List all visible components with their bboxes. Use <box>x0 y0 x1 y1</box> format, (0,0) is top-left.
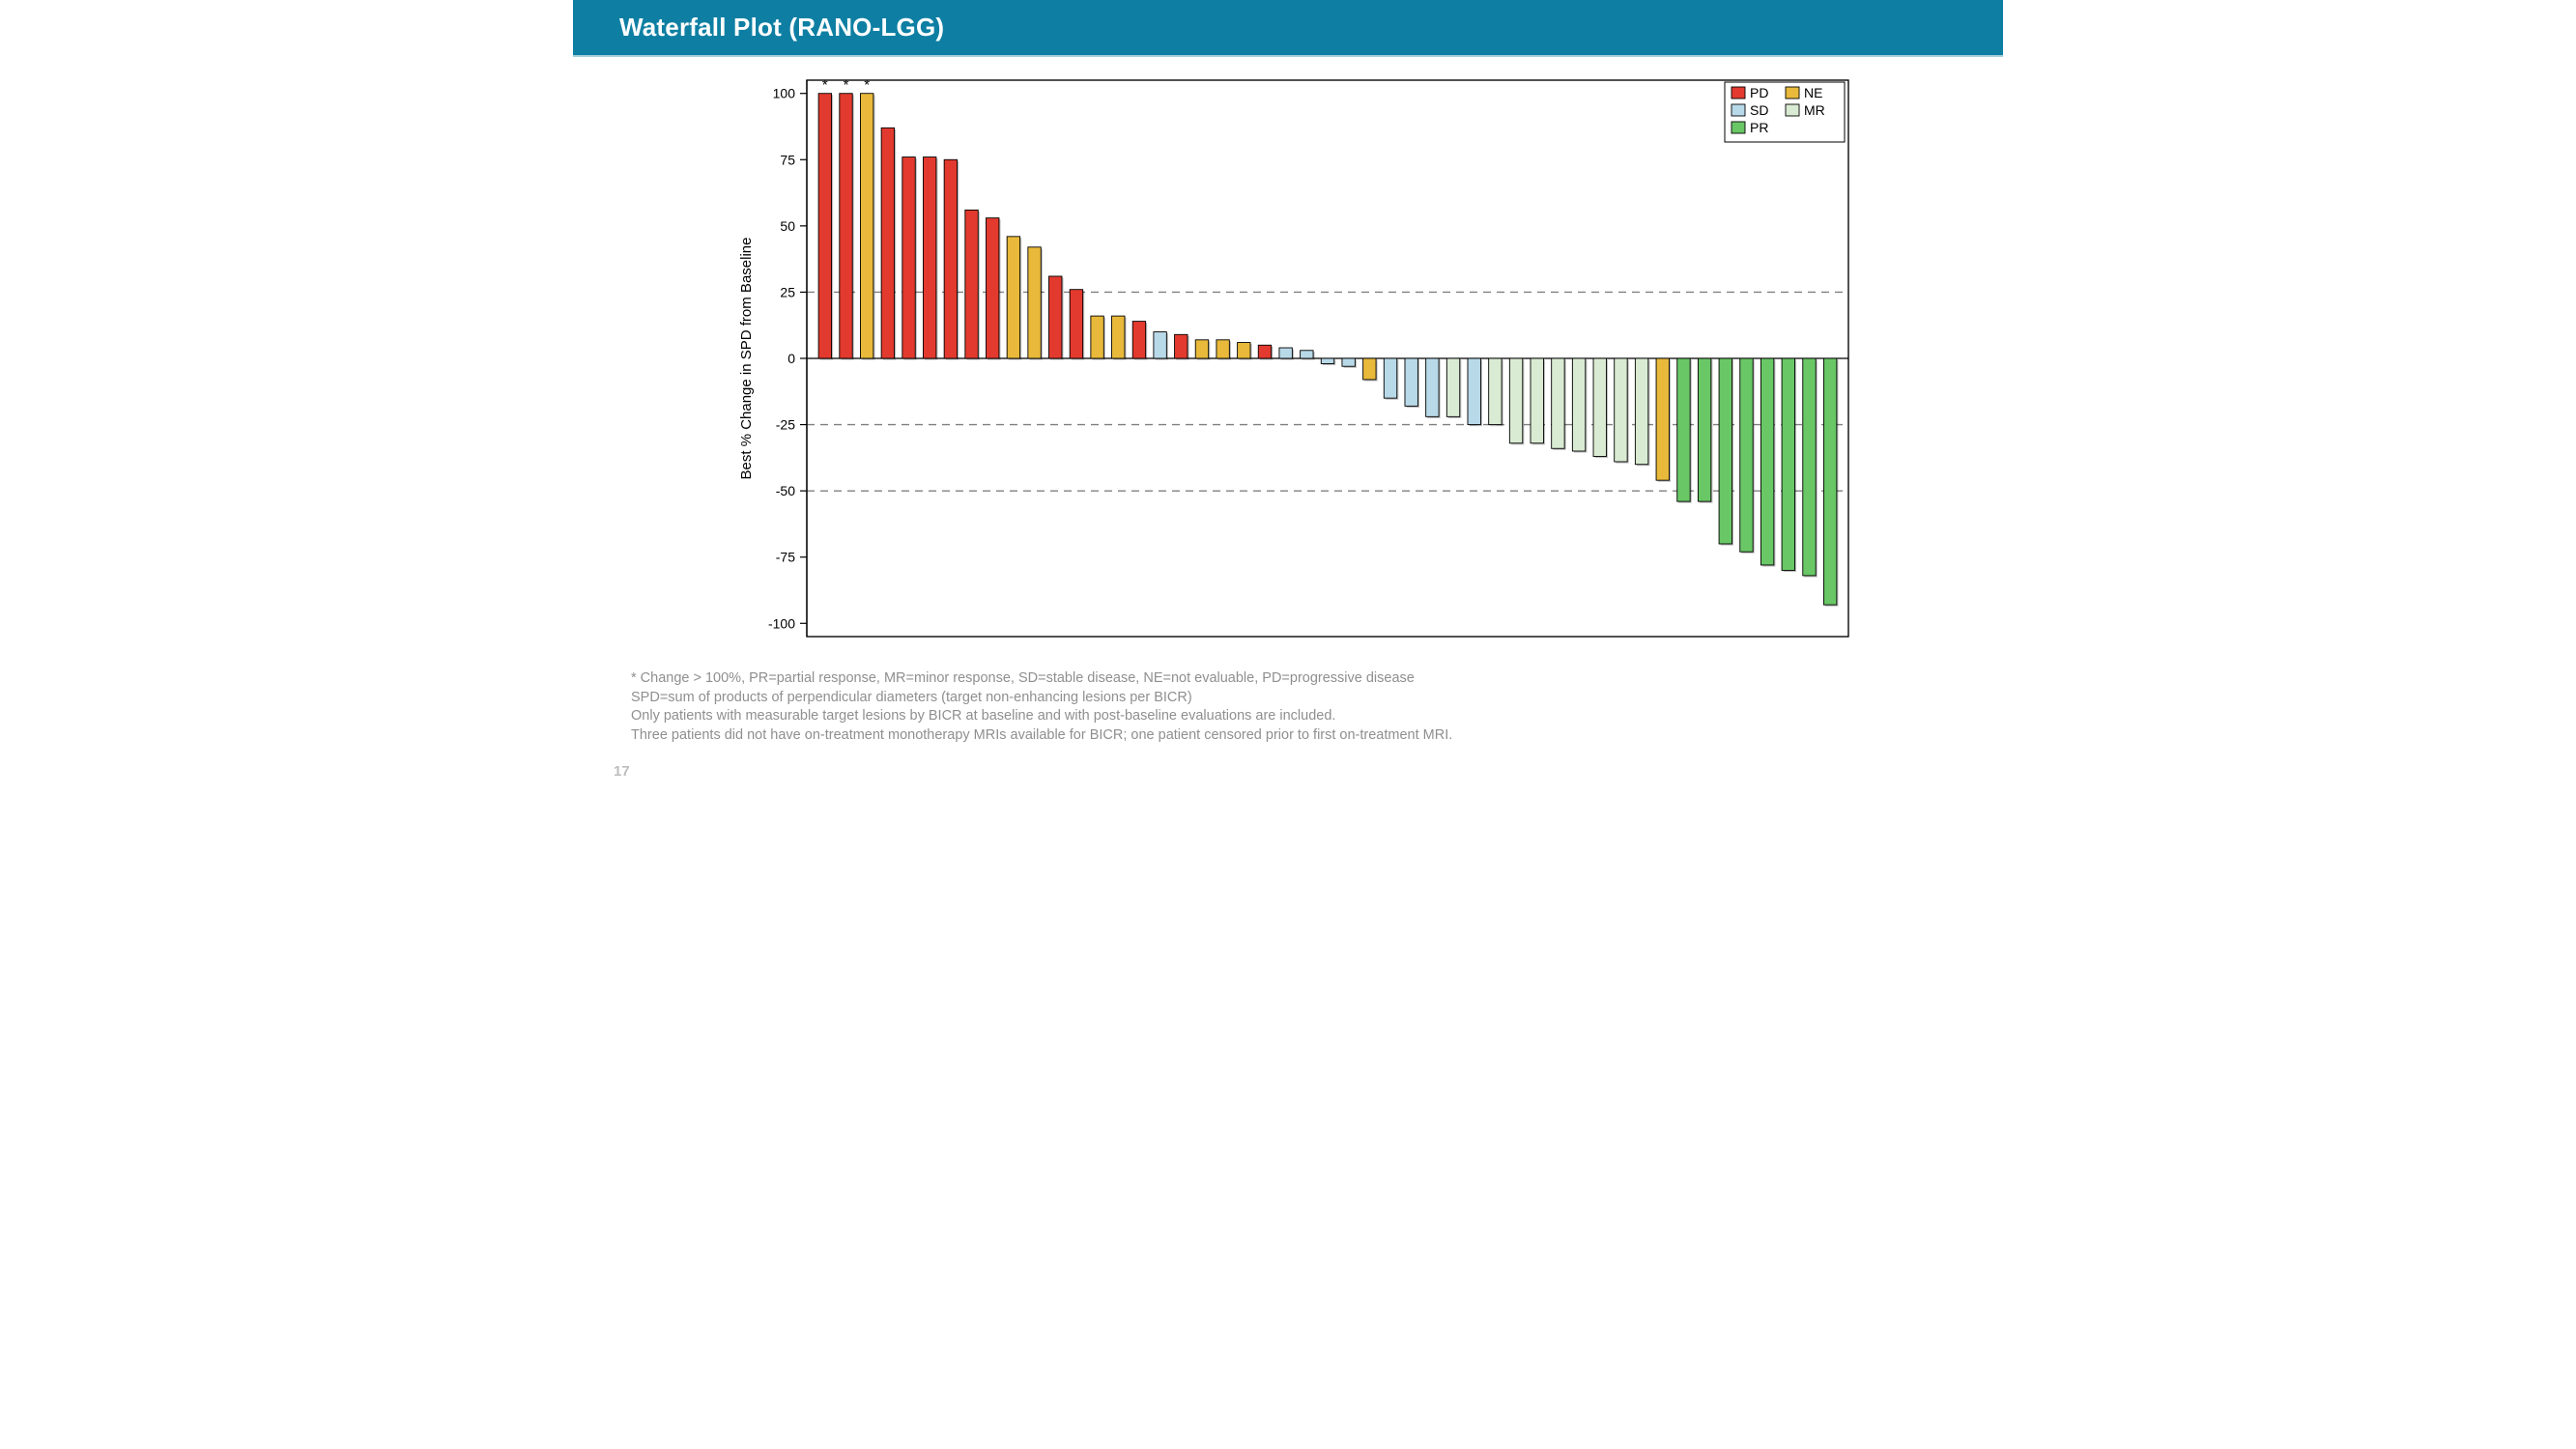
bar <box>1719 358 1732 544</box>
asterisk-marker: * <box>864 77 870 94</box>
page-number: 17 <box>614 763 630 780</box>
bar <box>1468 358 1480 425</box>
bar <box>1091 316 1103 358</box>
asterisk-marker: * <box>822 77 828 94</box>
chart-container: -100 -75 -50 -25 0 25 50 75 100 Best % Change in … <box>573 57 2003 669</box>
asterisk-marker: * <box>844 77 849 94</box>
waterfall-chart: -100 -75 -50 -25 0 25 50 75 100 Best % Change in … <box>718 65 1858 664</box>
bar <box>1572 358 1585 451</box>
footnote-line: SPD=sum of products of perpendicular dia… <box>631 689 1945 708</box>
bar <box>902 157 915 358</box>
bar <box>944 159 957 358</box>
bar <box>1615 358 1627 462</box>
legend-label: PD <box>1750 85 1768 100</box>
y-tick-label: -50 <box>776 483 795 498</box>
y-tick-label: 0 <box>787 351 795 366</box>
legend-label: NE <box>1804 85 1822 100</box>
bar <box>1446 358 1459 416</box>
y-tick-label: 50 <box>780 218 795 234</box>
bar <box>860 94 873 358</box>
bar <box>1656 358 1669 480</box>
bar <box>987 218 999 358</box>
bar <box>1740 358 1753 552</box>
footnote-line: Only patients with measurable target les… <box>631 707 1945 726</box>
y-tick-label: -25 <box>776 417 795 433</box>
legend-label: SD <box>1750 102 1768 118</box>
bar <box>1279 348 1292 358</box>
legend-swatch <box>1786 87 1799 99</box>
legend-swatch <box>1732 104 1745 116</box>
bar <box>1531 358 1543 443</box>
bar <box>1509 358 1522 443</box>
bar <box>1677 358 1690 501</box>
bar <box>1363 358 1376 380</box>
bar <box>1216 340 1229 358</box>
bar <box>1258 345 1271 358</box>
bar <box>1238 343 1250 358</box>
y-tick-label: 75 <box>780 152 795 167</box>
legend-label: MR <box>1804 102 1825 118</box>
bar <box>923 157 935 358</box>
bar <box>1782 358 1794 570</box>
bar <box>1112 316 1125 358</box>
bar <box>1342 358 1355 366</box>
y-tick-label: -75 <box>776 550 795 565</box>
legend-swatch <box>1732 122 1745 133</box>
bar <box>1175 334 1188 358</box>
bar <box>1405 358 1417 406</box>
bar <box>1552 358 1564 448</box>
bar <box>1070 290 1082 358</box>
bar <box>1321 358 1333 363</box>
legend-label: PR <box>1750 120 1768 135</box>
bar <box>818 94 831 358</box>
bar <box>1154 332 1166 358</box>
page-title: Waterfall Plot (RANO-LGG) <box>619 13 944 43</box>
y-tick-label: 25 <box>780 284 795 299</box>
bar <box>840 94 852 358</box>
title-bar: Waterfall Plot (RANO-LGG) <box>573 0 2003 55</box>
bar <box>881 128 894 358</box>
footnote-line: Three patients did not have on-treatment… <box>631 726 1945 746</box>
bar <box>1132 322 1145 358</box>
legend-swatch <box>1786 104 1799 116</box>
bar <box>1489 358 1502 425</box>
bar <box>1007 237 1019 358</box>
bar <box>1698 358 1710 501</box>
y-axis-label: Best % Change in SPD from Baseline <box>738 238 755 480</box>
y-tick-label: 100 <box>773 86 796 101</box>
bar <box>1760 358 1773 565</box>
bar <box>965 210 978 358</box>
footnotes: * Change > 100%, PR=partial response, MR… <box>573 669 2003 745</box>
bar <box>1803 358 1816 576</box>
bar <box>1301 351 1313 358</box>
bar <box>1635 358 1647 465</box>
bar <box>1049 276 1062 358</box>
bar <box>1823 358 1836 605</box>
slide: Waterfall Plot (RANO-LGG) -100 -75 -50 -25 0… <box>573 0 2003 805</box>
bar <box>1195 340 1208 358</box>
bar <box>1593 358 1606 456</box>
bar <box>1384 358 1396 398</box>
bar <box>1426 358 1439 416</box>
footnote-line: * Change > 100%, PR=partial response, MR… <box>631 669 1945 689</box>
bar <box>1028 247 1041 358</box>
legend-swatch <box>1732 87 1745 99</box>
y-tick-label: -100 <box>768 615 795 631</box>
